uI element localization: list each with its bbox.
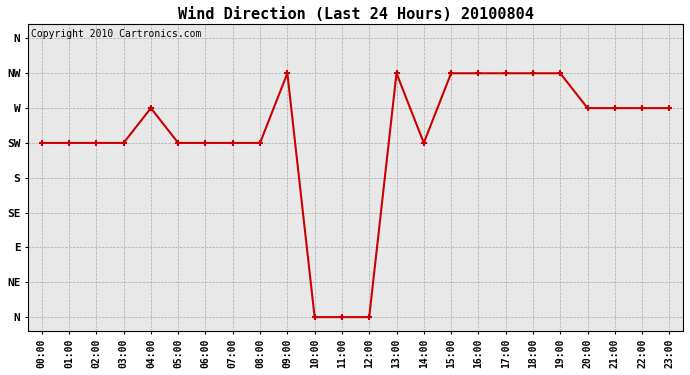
Title: Wind Direction (Last 24 Hours) 20100804: Wind Direction (Last 24 Hours) 20100804 (177, 7, 533, 22)
Text: Copyright 2010 Cartronics.com: Copyright 2010 Cartronics.com (31, 29, 201, 39)
